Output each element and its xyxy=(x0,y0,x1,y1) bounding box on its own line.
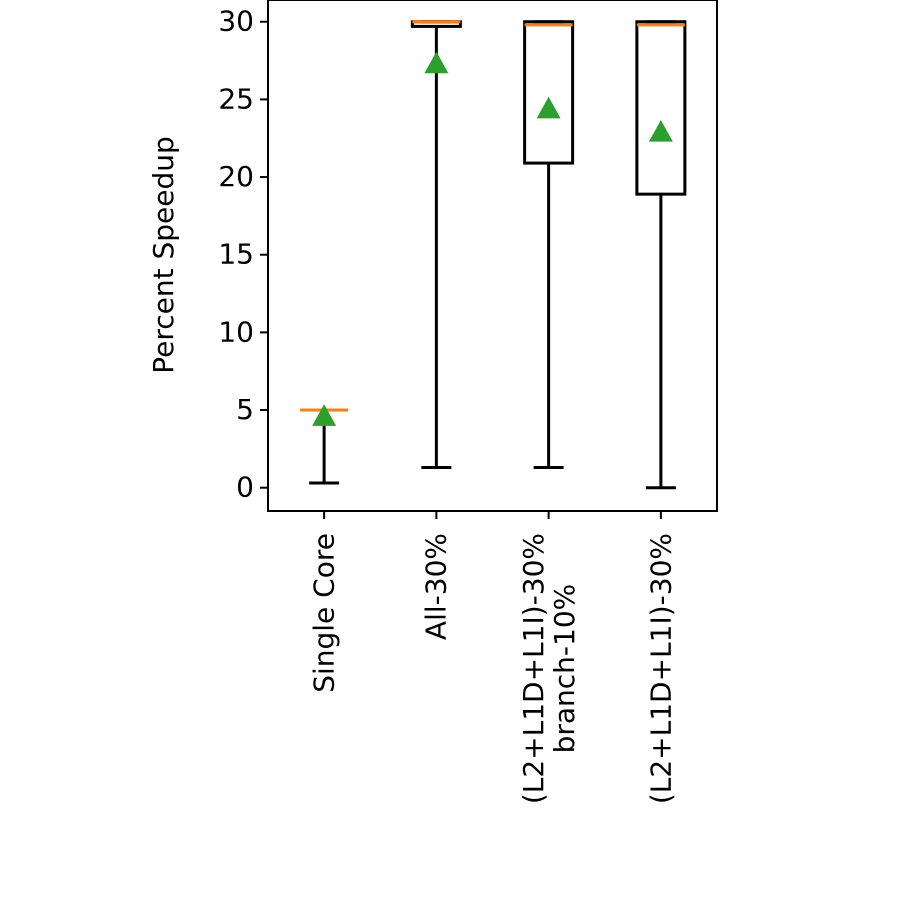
y-tick-label: 5 xyxy=(236,393,254,426)
mean-marker xyxy=(648,120,673,142)
y-axis-label: Percent Speedup xyxy=(147,136,180,374)
plot-frame xyxy=(267,0,718,512)
x-tick-label: (L2+L1D+L1I)-30% branch-10% xyxy=(516,533,581,805)
y-tick-label: 0 xyxy=(236,471,254,504)
y-tick-label: 20 xyxy=(218,160,254,193)
x-tick-label: Single Core xyxy=(307,533,341,693)
mean-marker xyxy=(536,96,561,119)
x-tick-label: All-30% xyxy=(419,533,453,641)
y-tick-label: 30 xyxy=(218,5,254,38)
y-tick-label: 10 xyxy=(218,315,254,348)
mean-marker xyxy=(312,404,337,426)
x-tick-label: (L2+L1D+L1I)-30% xyxy=(644,533,678,805)
box xyxy=(635,20,687,196)
y-tick-label: 15 xyxy=(218,238,254,271)
y-tick-label: 25 xyxy=(218,82,254,115)
box xyxy=(523,20,575,165)
mean-marker xyxy=(424,51,449,74)
